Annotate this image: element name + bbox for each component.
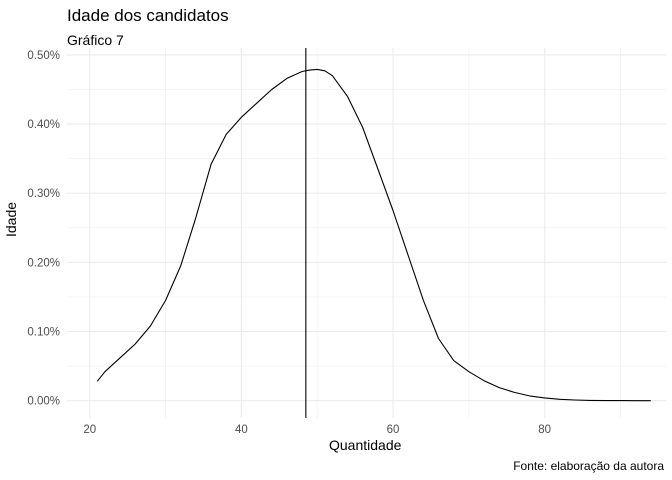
y-tick-label: 0.00% <box>27 396 60 408</box>
y-tick-label: 0.20% <box>27 257 60 269</box>
y-tick-label: 0.10% <box>27 327 60 339</box>
x-tick-label: 60 <box>387 424 400 436</box>
x-tick-label: 40 <box>235 424 248 436</box>
chart-title: Idade dos candidatos <box>67 6 229 25</box>
chart-subtitle: Gráfico 7 <box>67 32 124 48</box>
x-tick-label: 80 <box>538 424 551 436</box>
y-tick-label: 0.30% <box>27 188 60 200</box>
density-line <box>96 68 651 402</box>
x-tick-label: 20 <box>83 424 96 436</box>
y-tick-label: 0.50% <box>27 50 60 62</box>
x-axis-label: Quantidade <box>329 437 402 453</box>
y-tick-label: 0.40% <box>27 119 60 131</box>
chart-caption: Fonte: elaboração da autora <box>513 459 664 473</box>
